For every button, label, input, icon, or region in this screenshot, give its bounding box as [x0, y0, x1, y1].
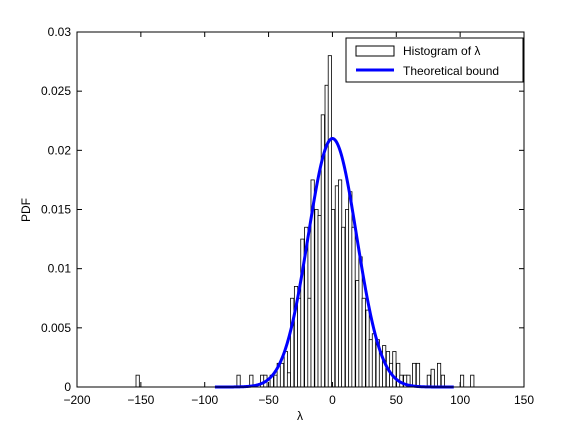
x-tick-label: −100 — [191, 393, 218, 407]
histogram-bar — [392, 351, 397, 388]
histogram-bar — [415, 362, 421, 388]
histogram-bar — [440, 374, 445, 388]
histogram-bar — [361, 297, 366, 388]
x-tick-label: 50 — [390, 393, 404, 407]
histogram-bar — [459, 374, 465, 388]
y-tick-label: 0.025 — [41, 84, 71, 98]
x-tick-label: −50 — [258, 393, 279, 407]
y-tick-label: 0.02 — [48, 143, 72, 157]
x-tick-label: −150 — [127, 393, 154, 407]
legend-histogram-swatch — [355, 45, 395, 57]
histogram-bar — [351, 226, 356, 388]
x-tick-label: −200 — [63, 393, 90, 407]
plot-frame — [76, 31, 525, 388]
axis-ticks: −200 −150 −100 −50 0 50 100 150 0 0.005 0.01 0.015 0… — [41, 25, 534, 407]
y-tick-label: 0.015 — [41, 203, 71, 217]
histogram-bar — [290, 297, 295, 388]
histogram-bar — [135, 374, 140, 388]
x-axis-label: λ — [297, 409, 303, 423]
y-tick-label: 0 — [64, 380, 71, 394]
histogram-bar — [371, 333, 376, 388]
histogram-bar — [279, 362, 285, 388]
histogram-bar — [470, 374, 475, 388]
histogram-bar — [331, 209, 336, 388]
histogram-bars — [135, 55, 475, 388]
y-axis-label: PDF — [19, 198, 33, 222]
x-tick-label: 150 — [514, 393, 534, 407]
x-tick-label: 0 — [329, 393, 336, 407]
x-tick-label: 100 — [450, 393, 470, 407]
histogram-bar — [426, 374, 431, 388]
y-tick-label: 0.03 — [48, 25, 72, 39]
histogram-bar — [412, 362, 417, 388]
histogram-bar — [341, 226, 346, 388]
legend: Histogram of λ Theoretical bound — [345, 37, 524, 83]
y-tick-label: 0.01 — [48, 262, 72, 276]
legend-curve-label: Theoretical bound — [403, 64, 499, 78]
y-tick-label: 0.005 — [41, 321, 71, 335]
histogram-bar — [430, 368, 435, 388]
histogram-bar — [437, 362, 442, 388]
histogram-bar — [236, 374, 241, 388]
legend-histogram-label: Histogram of λ — [403, 44, 480, 58]
legend-box — [345, 37, 524, 83]
theoretical-bound-line — [214, 137, 454, 389]
